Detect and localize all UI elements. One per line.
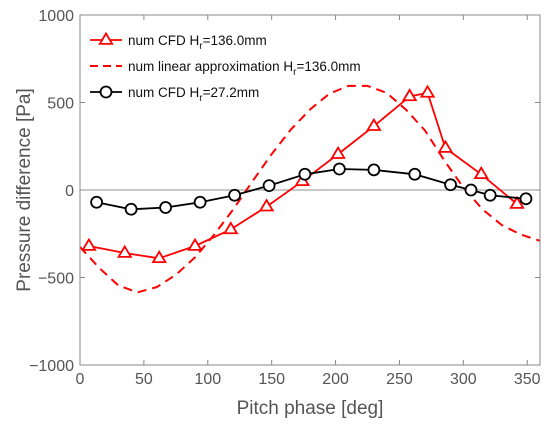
series-1: [81, 84, 525, 264]
legend-marker-1: [98, 31, 114, 45]
series-1-point: [419, 84, 436, 98]
y-axis-label: Pressure difference [Pa]: [14, 88, 35, 291]
x-axis-label: Pitch phase [deg]: [237, 398, 384, 419]
series-3-point: [159, 201, 173, 214]
ticks-layer: 0 50 100 150 200 250 300 350 −1000 −500 0 500 1000: [29, 8, 541, 388]
x-tick-label: 350: [514, 371, 541, 388]
series-1-point: [151, 249, 167, 264]
series-1-point: [366, 117, 382, 131]
y-tick-label: 1000: [38, 8, 74, 25]
series-3-point: [444, 178, 457, 192]
legend-label-2: num linear approximation Hr=136.0mm: [128, 59, 361, 78]
series-3-point: [298, 167, 312, 181]
series-3-point: [262, 179, 276, 193]
series-1-point: [437, 139, 454, 153]
series-3-point: [193, 195, 207, 209]
series-1-point: [401, 88, 418, 102]
x-tick-label: 200: [322, 371, 349, 388]
series-3-point: [124, 202, 138, 216]
x-tick-label: 150: [258, 371, 285, 388]
x-tick-label: 100: [194, 371, 221, 388]
legend-label-1: num CFD Hr=136.0mm: [128, 33, 267, 52]
legend-label-3: num CFD Hr=27.2mm: [128, 85, 259, 104]
series-1-point: [258, 198, 275, 212]
series-3-point: [332, 162, 346, 176]
series-layer: [79, 84, 541, 294]
series-3-point: [408, 167, 422, 181]
legend-marker-3: [99, 85, 113, 99]
x-tick-label: 250: [386, 371, 413, 388]
x-tick-label: 0: [76, 371, 85, 388]
series-3-point: [519, 192, 533, 206]
series-3-point: [483, 188, 497, 202]
series-1-point: [81, 237, 97, 251]
y-tick-label: −1000: [29, 358, 74, 375]
x-tick-label: 50: [135, 371, 153, 388]
series-1-point: [509, 195, 525, 209]
series-1-point: [223, 221, 239, 235]
series-3-point: [228, 188, 242, 202]
series-1-point: [330, 145, 346, 159]
y-tick-label: 0: [65, 183, 74, 200]
series-1-point: [116, 244, 133, 258]
y-tick-label: 500: [47, 96, 74, 113]
y-tick-label: −500: [38, 271, 74, 288]
legend: num CFD Hr=136.0mm num linear approximati…: [90, 31, 361, 104]
series-2: [79, 84, 541, 294]
series-3-point: [367, 163, 381, 177]
x-tick-label: 300: [450, 371, 477, 388]
series-1-point: [187, 237, 203, 251]
series-2-line: [79, 84, 541, 294]
series-3-point: [464, 183, 478, 197]
series-1-line: [88, 92, 518, 260]
series-1-point: [473, 165, 489, 180]
series-3-point: [90, 195, 104, 209]
series-3: [90, 162, 533, 216]
